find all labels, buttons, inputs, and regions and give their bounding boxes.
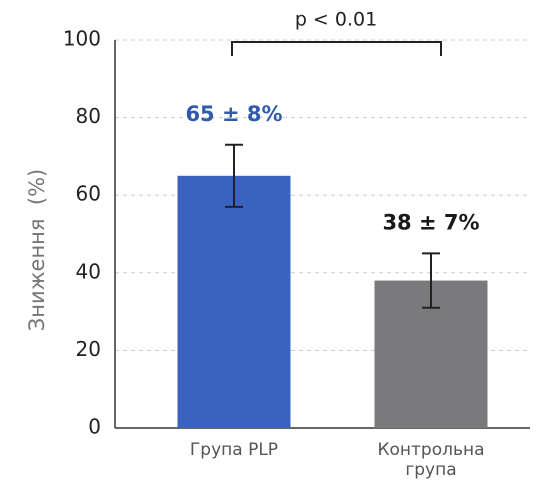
error-bar [422, 252, 440, 309]
value-label: 65 ± 8% [185, 102, 282, 126]
bar [177, 175, 291, 428]
significance-bracket [231, 41, 442, 56]
y-tick-label: 100 [63, 27, 101, 51]
error-bar [225, 143, 243, 208]
y-tick-label: 0 [88, 415, 101, 439]
y-tick-label: 40 [76, 259, 101, 283]
y-tick-label: 80 [76, 104, 101, 128]
x-tick-label: Контрольна група [377, 440, 485, 480]
y-tick-label: 60 [76, 182, 101, 206]
y-axis-title: Зниження (%) [25, 169, 49, 331]
value-label: 38 ± 7% [382, 210, 479, 234]
annotation: p < 0.01 [295, 9, 377, 31]
y-tick-label: 20 [76, 337, 101, 361]
x-tick-label: Група PLP [189, 440, 279, 460]
